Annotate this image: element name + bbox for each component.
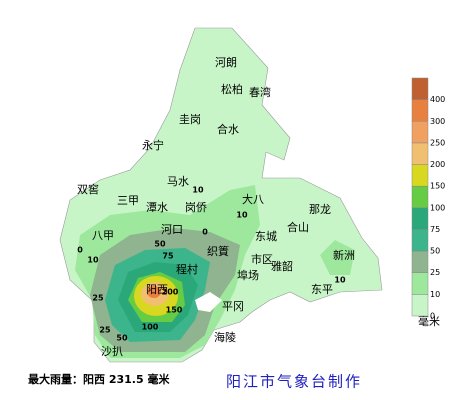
place: 圭岗 [179, 113, 201, 126]
legend-label: 10 [430, 290, 440, 299]
contour-label: 200 [162, 288, 179, 297]
contour-label: 10 [334, 276, 346, 285]
legend-label: 100 [430, 203, 445, 212]
place-names: 河朗 松柏 春湾 圭岗 合水 永宁 马水 双窖 三甲 潭水 岗侨 大八 那龙 河… [77, 56, 355, 358]
legend-label: 200 [430, 160, 445, 169]
place: 阳西 [146, 283, 168, 296]
place: 春湾 [249, 85, 271, 99]
legend-label: 250 [430, 138, 445, 147]
place: 八甲 [92, 229, 114, 242]
legend-swatch [411, 121, 429, 144]
place: 海陵 [214, 330, 236, 344]
place: 平冈 [222, 300, 244, 313]
bay-2 [238, 318, 272, 340]
place: 河口 [161, 223, 183, 236]
zone-10b [320, 240, 355, 275]
contour-label: 100 [142, 323, 159, 332]
contour-label: 0 [202, 228, 208, 237]
credit: 阳江市气象台制作 [226, 373, 362, 391]
legend-swatch [411, 142, 429, 165]
place: 合山 [287, 220, 309, 234]
place: 岗侨 [185, 201, 207, 214]
place: 合水 [217, 122, 239, 136]
place: 永宁 [142, 138, 164, 152]
map-shapes [59, 27, 383, 363]
legend-label: 50 [430, 247, 440, 256]
place: 河朗 [215, 56, 237, 69]
place: 双窖 [77, 182, 99, 196]
place: 新洲 [333, 248, 355, 262]
legend-swatch [411, 207, 429, 230]
legend-swatch [411, 77, 429, 100]
contour-label: 10 [192, 186, 204, 195]
legend-label: 75 [430, 225, 440, 234]
place: 程村 [176, 262, 198, 276]
contour-label: 50 [154, 240, 166, 249]
contour-labels: 0 10 10 25 50 75 100 150 200 25 50 10 0 … [77, 186, 346, 343]
legend-label: 0 [430, 312, 435, 321]
contour-label: 10 [236, 211, 248, 220]
contour-label: 10 [87, 256, 99, 265]
place: 东平 [311, 283, 333, 296]
place: 埠场 [237, 268, 259, 282]
legend-label: 300 [430, 117, 445, 126]
place: 大八 [242, 192, 264, 206]
place: 市区 [251, 252, 273, 266]
legend-swatch [411, 164, 429, 187]
place: 潭水 [146, 201, 168, 214]
bay [195, 292, 222, 312]
place: 东城 [255, 230, 277, 243]
legend-swatch [411, 185, 429, 209]
legend-swatch [411, 272, 429, 295]
place: 马水 [167, 175, 189, 188]
contour-label: 25 [99, 326, 111, 335]
legend-label: 150 [430, 182, 445, 191]
zone-max [147, 286, 161, 298]
place: 沙扒 [101, 344, 123, 358]
place: 松柏 [221, 82, 243, 96]
legend-swatch [411, 229, 429, 252]
legend-unit: 毫米 [418, 314, 440, 328]
legend-swatch [411, 294, 429, 317]
place: 那龙 [309, 203, 331, 216]
contour-label: 150 [166, 306, 183, 315]
place: 织篢 [207, 244, 229, 258]
legend-swatch [411, 250, 429, 273]
contour-label: 50 [116, 334, 128, 343]
legend-label: 400 [430, 95, 445, 104]
contour-label: 25 [92, 294, 104, 303]
place: 雅韶 [271, 259, 293, 273]
contour-label: 75 [162, 252, 174, 261]
legend-label: 25 [430, 268, 440, 277]
max-rain: 最大雨量：阳西 231.5 毫米 [28, 372, 170, 386]
place: 三甲 [117, 194, 139, 207]
contour-label: 0 [77, 246, 83, 255]
legend: 毫米 0 10 25 50 75 100 150 200 250 300 400 [411, 77, 445, 328]
legend-swatch [411, 99, 429, 122]
